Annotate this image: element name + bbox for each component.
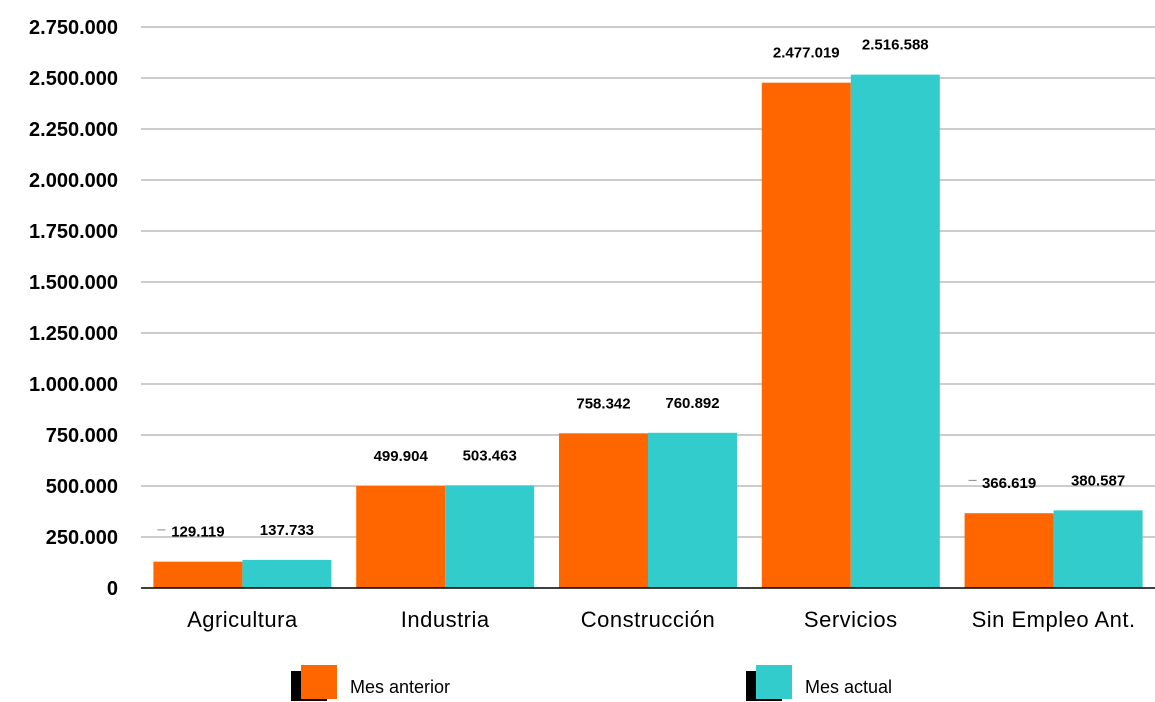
legend-swatch bbox=[301, 665, 337, 699]
y-tick-label: 1.250.000 bbox=[29, 323, 118, 345]
bar-mes-actual-4 bbox=[1053, 510, 1143, 588]
y-tick-label: 2.250.000 bbox=[29, 119, 118, 141]
y-axis-ticks: 0 250.000 500.000 750.000 1.000.000 1.250.000… bbox=[29, 17, 118, 600]
bars bbox=[153, 74, 1143, 589]
data-label: 2.477.019 bbox=[773, 45, 840, 62]
y-tick-label: 0 bbox=[107, 578, 118, 600]
bar-mes-anterior-4 bbox=[964, 513, 1054, 588]
y-tick-label: 1.000.000 bbox=[29, 374, 118, 396]
legend: Mes anterior Mes actual bbox=[291, 665, 892, 701]
bar-mes-anterior-1 bbox=[356, 486, 446, 588]
y-tick-label: 750.000 bbox=[46, 425, 118, 447]
data-label: 2.516.588 bbox=[862, 37, 929, 54]
x-tick-label: Sin Empleo Ant. bbox=[972, 607, 1136, 632]
bar-mes-actual-0 bbox=[242, 559, 332, 588]
x-tick-label: Industria bbox=[401, 607, 490, 632]
gridlines bbox=[141, 26, 1155, 538]
x-tick-label: Servicios bbox=[804, 607, 898, 632]
bar-mes-actual-1 bbox=[445, 485, 535, 588]
y-tick-label: 500.000 bbox=[46, 476, 118, 498]
data-label: 758.342 bbox=[576, 395, 630, 412]
bar-mes-anterior-3 bbox=[761, 82, 851, 589]
data-label: 366.619 bbox=[982, 475, 1036, 492]
y-tick-label: 2.000.000 bbox=[29, 170, 118, 192]
data-label: 503.463 bbox=[463, 447, 517, 464]
x-tick-label: Agricultura bbox=[187, 607, 298, 632]
x-axis-ticks: Agricultura Industria Construcción Servicio… bbox=[187, 607, 1136, 632]
data-label: 760.892 bbox=[665, 395, 719, 412]
y-tick-label: 1.750.000 bbox=[29, 221, 118, 243]
bar-mes-anterior-0 bbox=[153, 561, 243, 588]
y-tick-label: 250.000 bbox=[46, 527, 118, 549]
data-label: 380.587 bbox=[1071, 472, 1125, 489]
legend-label: Mes actual bbox=[805, 677, 892, 697]
y-tick-label: 1.500.000 bbox=[29, 272, 118, 294]
legend-swatch bbox=[756, 665, 792, 699]
bar-mes-anterior-2 bbox=[559, 433, 648, 588]
legend-label: Mes anterior bbox=[350, 677, 450, 697]
data-label: 499.904 bbox=[374, 448, 429, 465]
bar-mes-actual-2 bbox=[648, 432, 737, 588]
data-label: 129.119 bbox=[171, 524, 224, 541]
data-label: 137.733 bbox=[260, 522, 314, 539]
data-labels: 129.119 137.733 499.904 503.463 758.342 760.8… bbox=[157, 37, 1125, 541]
y-tick-label: 2.500.000 bbox=[29, 68, 118, 90]
bar-mes-actual-3 bbox=[850, 74, 940, 589]
x-tick-label: Construcción bbox=[581, 607, 715, 632]
y-tick-label: 2.750.000 bbox=[29, 17, 118, 39]
